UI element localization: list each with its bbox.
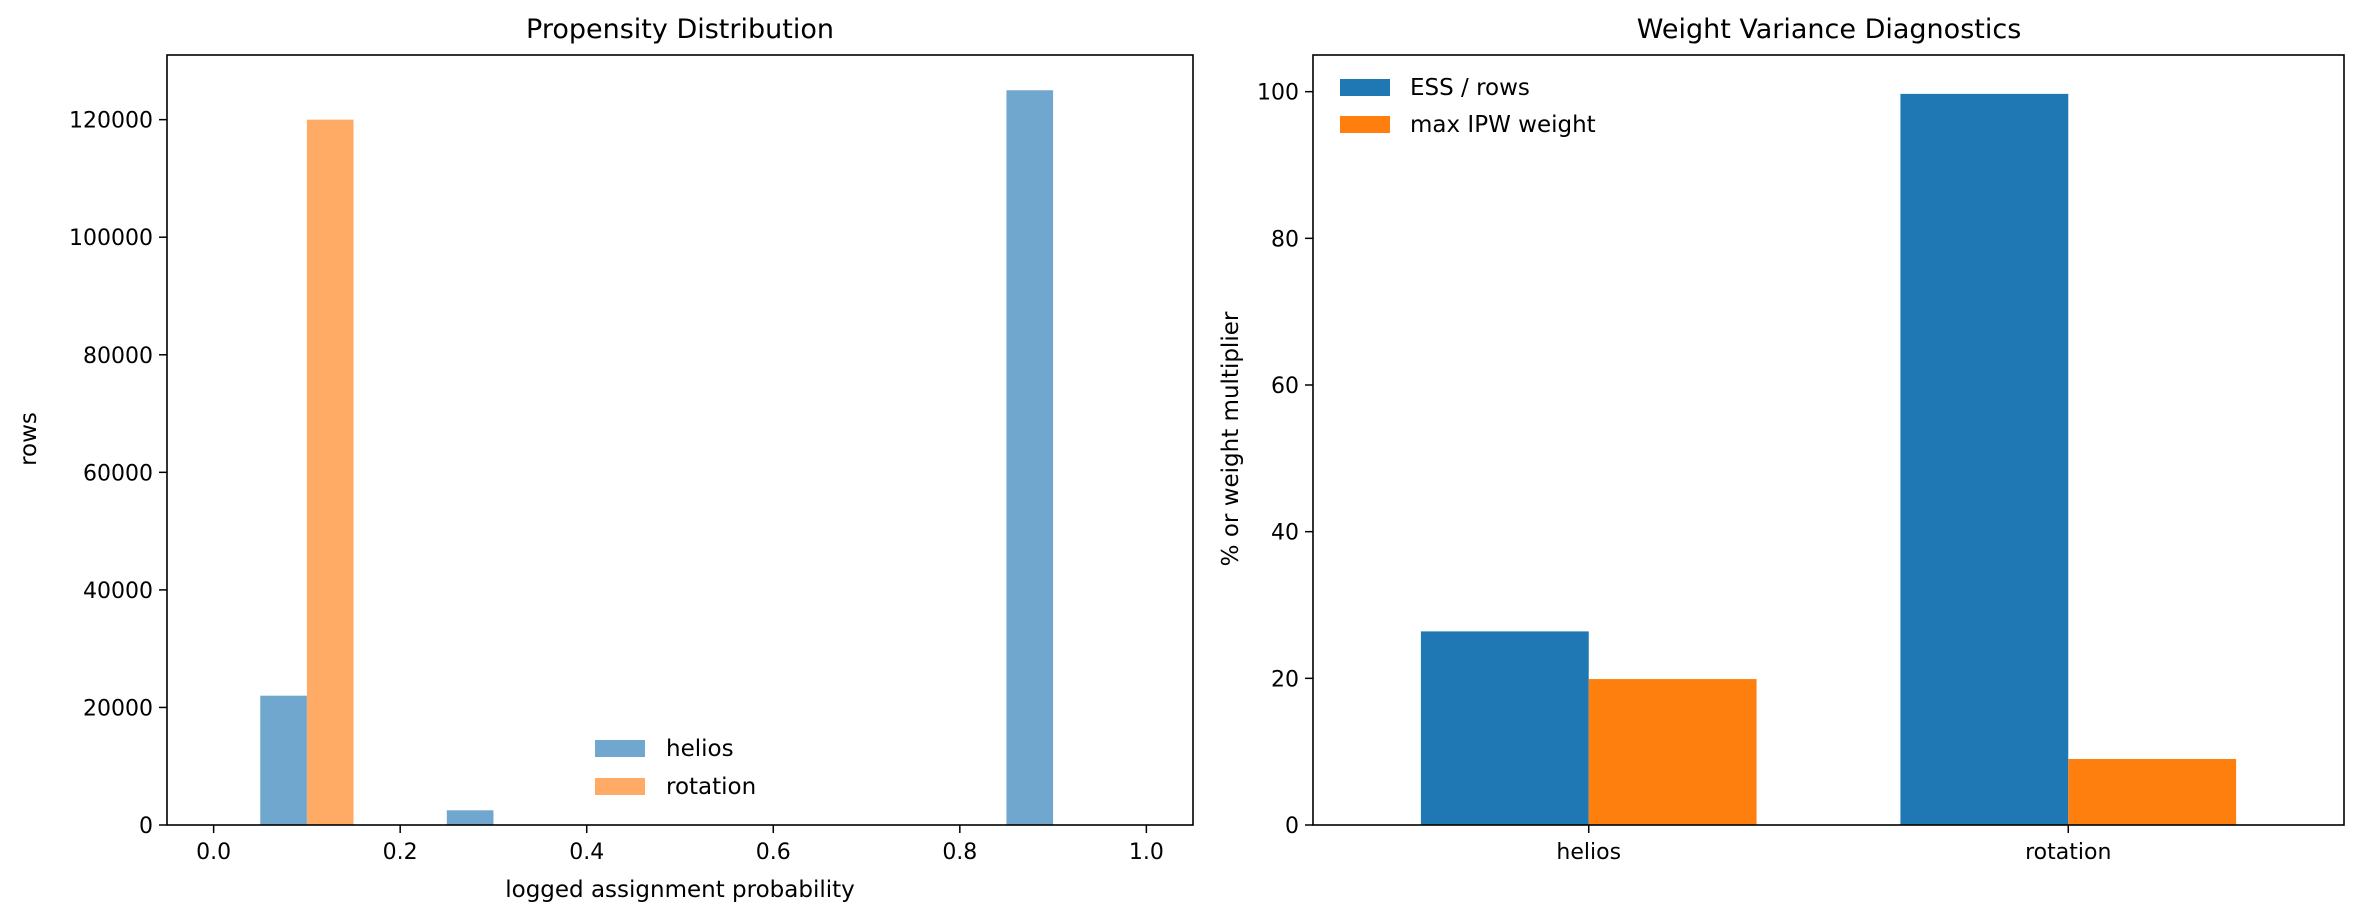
y-tick-label: 100000 <box>69 226 153 251</box>
legend-label: helios <box>666 736 734 762</box>
histogram-bar-helios-2 <box>1006 90 1054 826</box>
chart-title: Weight Variance Diagnostics <box>1637 14 2022 45</box>
propensity-distribution-chart: Propensity Distribution logged assignmen… <box>16 14 1194 903</box>
y-tick-label: 60 <box>1271 374 1299 399</box>
bar-rotation-ess-rows <box>1900 93 2069 825</box>
weight-variance-chart: Weight Variance Diagnostics % or weight … <box>1218 14 2345 865</box>
x-tick-label: 1.0 <box>1129 840 1164 865</box>
histogram-bar-helios-0 <box>260 695 307 825</box>
y-tick-label: 0 <box>1285 814 1299 839</box>
legend: ESS / rows max IPW weight <box>1340 75 1596 138</box>
x-axis-label: logged assignment probability <box>505 877 855 903</box>
y-tick-label: 60000 <box>83 461 153 486</box>
legend-swatch <box>1340 116 1390 133</box>
bar-helios-ess-rows <box>1420 631 1589 825</box>
x-tick-label: 0.4 <box>569 840 604 865</box>
histogram-bar-helios-1 <box>446 810 494 825</box>
y-tick-label: 20 <box>1271 667 1299 692</box>
legend-label: rotation <box>666 774 756 800</box>
plot-frame <box>166 54 1194 826</box>
legend-swatch <box>1340 79 1390 96</box>
x-tick-label: helios <box>1556 840 1621 865</box>
y-tick-label: 80 <box>1271 227 1299 252</box>
legend-swatch-helios <box>595 740 645 757</box>
legend-label: ESS / rows <box>1410 75 1530 101</box>
x-tick-label: 0.0 <box>196 840 231 865</box>
y-tick-label: 120000 <box>69 109 153 134</box>
legend-swatch-rotation <box>595 778 645 795</box>
x-tick-label: 0.6 <box>756 840 791 865</box>
y-tick-label: 0 <box>139 814 153 839</box>
y-tick-label: 20000 <box>83 696 153 721</box>
legend: helios rotation <box>595 736 756 800</box>
y-tick-label: 40 <box>1271 521 1299 546</box>
y-axis-label: rows <box>16 412 42 466</box>
x-tick-label: 0.2 <box>383 840 418 865</box>
chart-title: Propensity Distribution <box>526 14 834 45</box>
y-tick-label: 80000 <box>83 344 153 369</box>
x-tick-label: rotation <box>2025 840 2111 865</box>
y-tick-label: 40000 <box>83 579 153 604</box>
legend-label: max IPW weight <box>1410 112 1596 138</box>
bar-rotation-max-ipw-weight <box>2068 759 2237 825</box>
x-tick-label: 0.8 <box>942 840 977 865</box>
histogram-bar-rotation-0 <box>306 119 354 825</box>
y-axis-label: % or weight multiplier <box>1218 311 1244 566</box>
plot-frame <box>1312 54 2345 826</box>
y-tick-label: 100 <box>1257 81 1299 106</box>
bar-helios-max-ipw-weight <box>1588 679 1757 825</box>
